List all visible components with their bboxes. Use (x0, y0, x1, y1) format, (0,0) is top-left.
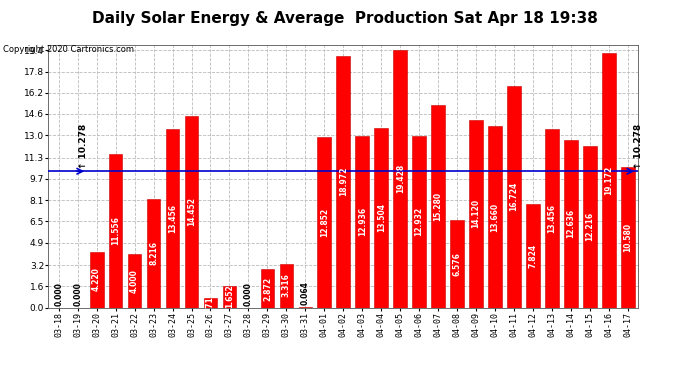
Bar (317, 137, 331, 308)
Bar (489, 126, 502, 308)
Bar (507, 86, 521, 308)
Bar (413, 136, 426, 308)
Bar (451, 220, 464, 308)
Text: 19.428: 19.428 (395, 164, 404, 194)
Text: 12.936: 12.936 (357, 207, 367, 236)
Bar (337, 56, 350, 308)
Text: 4.220: 4.220 (92, 268, 101, 291)
Text: 13.456: 13.456 (168, 204, 177, 233)
Bar (299, 307, 312, 308)
Text: 11.556: 11.556 (111, 216, 120, 245)
Bar (166, 129, 179, 308)
Bar (431, 105, 445, 308)
Text: 1.652: 1.652 (225, 285, 234, 308)
Text: 12.216: 12.216 (585, 212, 594, 241)
Text: 12.932: 12.932 (415, 207, 424, 236)
Text: 0.000: 0.000 (73, 282, 82, 306)
Text: ↑ 10.278: ↑ 10.278 (79, 124, 88, 169)
Text: 18.972: 18.972 (339, 167, 348, 196)
Text: 12.852: 12.852 (319, 208, 329, 237)
Bar (223, 286, 236, 308)
Text: 0.000: 0.000 (55, 282, 63, 306)
Text: 0.716: 0.716 (206, 291, 215, 315)
Bar (583, 146, 597, 308)
Text: 4.000: 4.000 (130, 269, 139, 293)
Text: 13.660: 13.660 (491, 202, 500, 231)
Text: 7.824: 7.824 (529, 244, 538, 268)
Bar (375, 129, 388, 308)
Text: 6.576: 6.576 (453, 252, 462, 276)
Text: 16.724: 16.724 (509, 182, 518, 211)
Text: 8.216: 8.216 (149, 241, 158, 265)
Text: 0.000: 0.000 (244, 282, 253, 306)
Bar (469, 120, 483, 308)
Text: 13.456: 13.456 (547, 204, 556, 233)
Text: 12.636: 12.636 (566, 209, 575, 238)
Text: 13.504: 13.504 (377, 204, 386, 232)
Text: 14.452: 14.452 (187, 197, 196, 226)
Bar (545, 129, 559, 308)
Text: 19.172: 19.172 (604, 166, 613, 195)
Bar (279, 264, 293, 308)
Text: 10.580: 10.580 (623, 223, 632, 252)
Text: 3.316: 3.316 (282, 274, 291, 297)
Bar (204, 298, 217, 307)
Bar (393, 50, 407, 308)
Text: 0.064: 0.064 (301, 281, 310, 304)
Text: 14.120: 14.120 (471, 200, 480, 228)
Bar (602, 53, 615, 307)
Text: 2.872: 2.872 (263, 276, 272, 300)
Bar (564, 140, 578, 308)
Bar (90, 252, 104, 308)
Bar (526, 204, 540, 308)
Bar (185, 116, 198, 308)
Bar (109, 154, 122, 308)
Bar (621, 167, 635, 308)
Text: 15.280: 15.280 (433, 192, 442, 221)
Text: ↑ 10.278: ↑ 10.278 (633, 124, 643, 169)
Text: Copyright 2020 Cartronics.com: Copyright 2020 Cartronics.com (3, 45, 135, 54)
Bar (261, 269, 274, 308)
Bar (355, 136, 369, 308)
Text: Daily Solar Energy & Average  Production Sat Apr 18 19:38: Daily Solar Energy & Average Production … (92, 11, 598, 26)
Bar (147, 199, 160, 308)
Bar (128, 255, 141, 308)
